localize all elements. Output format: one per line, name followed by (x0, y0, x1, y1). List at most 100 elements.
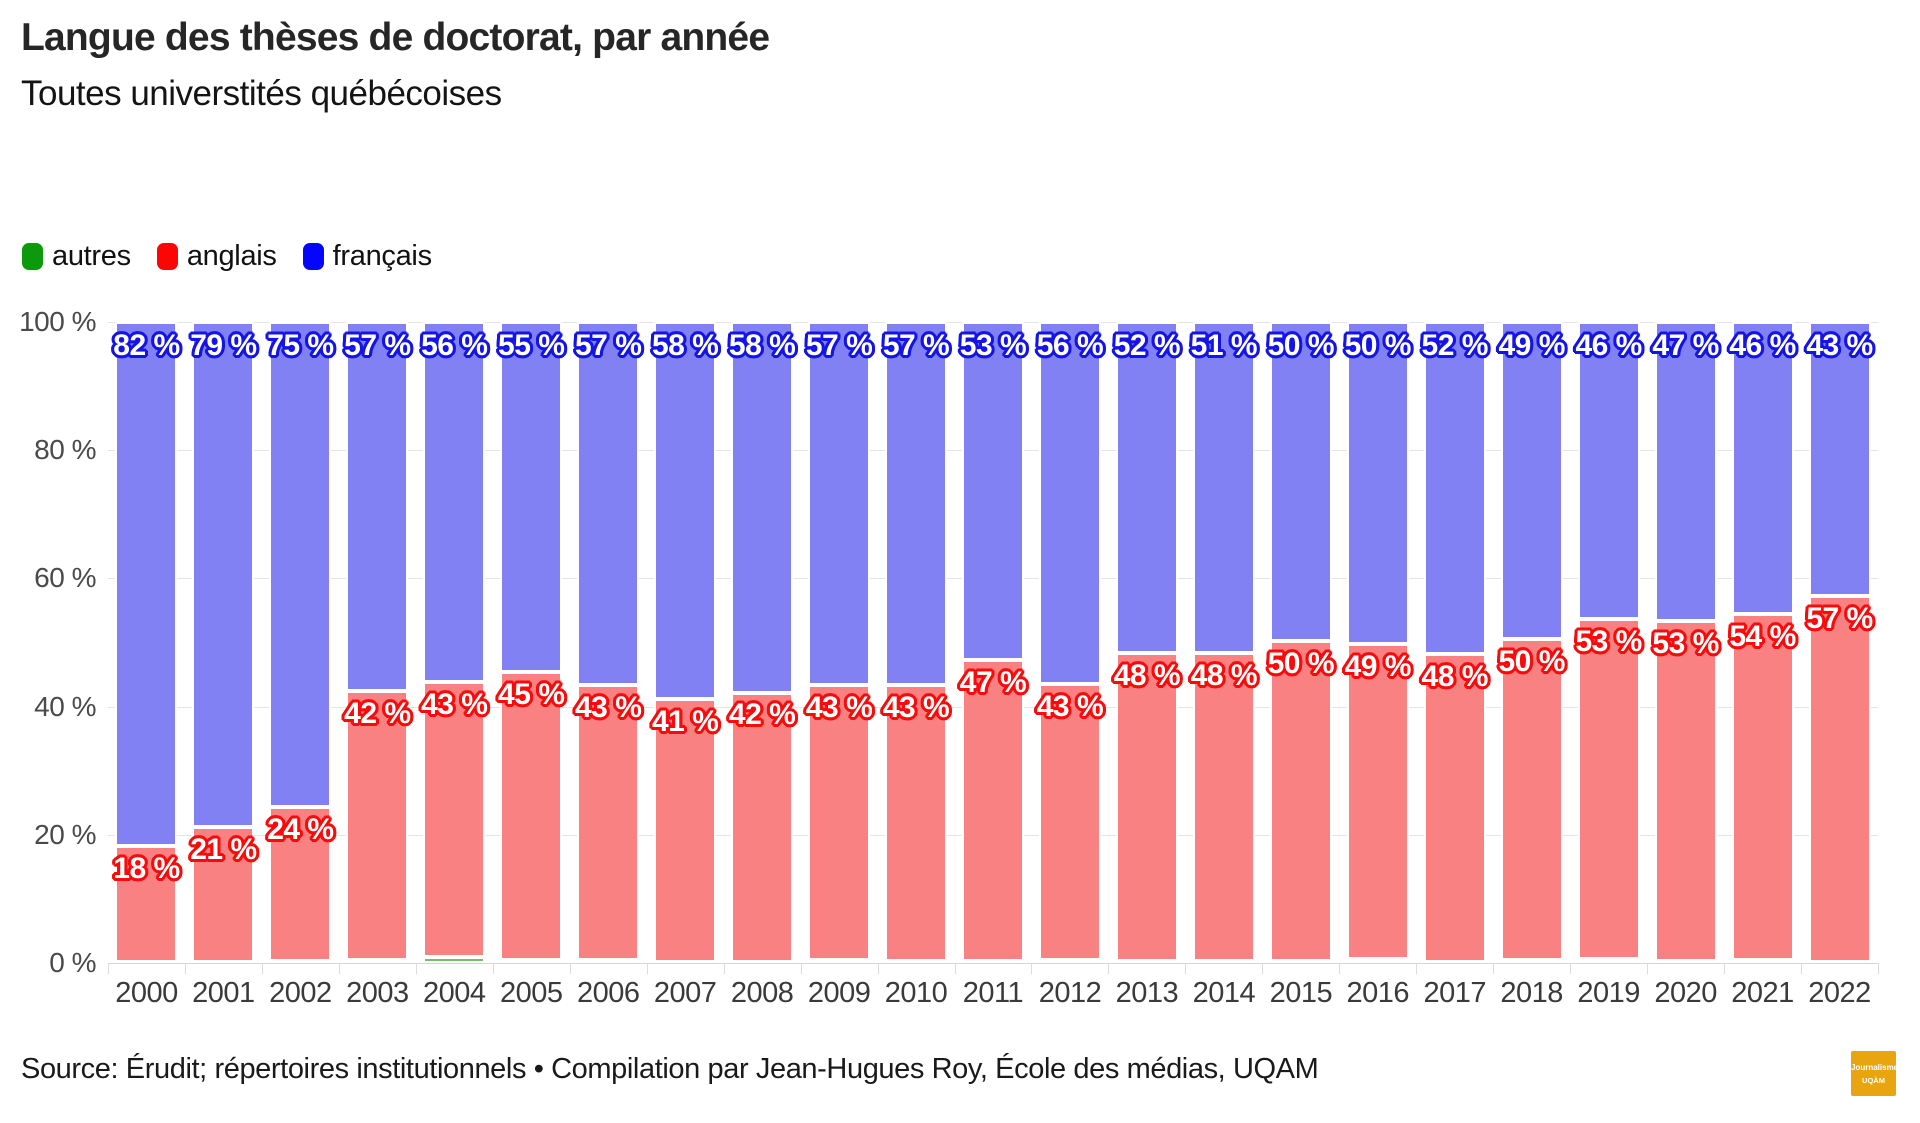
bar-label-francais: 75 % (267, 329, 334, 362)
bar-group-2008: 58 % 42 % (729, 322, 796, 963)
bar-label-anglais: 41 % (651, 704, 719, 738)
bar-segment-autres (423, 957, 486, 963)
y-axis-tick-label: 80 % (34, 434, 96, 466)
bar-label-anglais: 50 % (1267, 646, 1335, 680)
bar-segment-francais (731, 322, 794, 693)
bar-segment-anglais (500, 672, 563, 961)
bar-segment-francais (1500, 322, 1563, 640)
page-subtitle: Toutes universtités québécoises (21, 74, 502, 113)
bar-group-2009: 57 % 43 % (806, 322, 873, 963)
x-axis-tick (108, 963, 109, 974)
x-axis-year-label: 2022 (1808, 977, 1871, 1009)
bar-segment-francais (1808, 322, 1871, 597)
bar-label-francais: 56 % (421, 329, 488, 362)
bar-label-francais: 46 % (1729, 329, 1796, 362)
bar-label-francais: 57 % (805, 329, 873, 362)
bar-label-anglais: 49 % (1344, 650, 1412, 684)
x-axis-year-label: 2015 (1269, 977, 1333, 1009)
legend-item-anglais: anglais (156, 240, 277, 273)
bar-segment-autres (1038, 959, 1101, 963)
x-axis-year-label: 2012 (1038, 977, 1102, 1009)
bar-group-2022: 43 % 57 % (1806, 322, 1873, 963)
bar-segment-anglais (654, 698, 717, 962)
bar-segment-francais (1269, 322, 1332, 641)
bar-segment-anglais (1038, 684, 1101, 960)
bar-segment-anglais (1423, 654, 1486, 962)
x-axis-year-label: 2004 (423, 977, 486, 1009)
bar-segment-francais (1115, 322, 1178, 654)
x-axis-tick (184, 963, 186, 974)
bar-segment-anglais (1808, 596, 1871, 962)
bar-segment-anglais (577, 684, 640, 961)
x-axis-year-label: 2001 (192, 977, 255, 1009)
x-axis-tick (954, 963, 956, 974)
bar-group-2013: 52 % 48 % (1114, 322, 1181, 963)
bar-segment-francais (346, 322, 409, 691)
x-axis-tick (1185, 963, 1187, 974)
x-axis-tick (1570, 963, 1572, 974)
bar-label-francais: 49 % (1498, 329, 1565, 362)
bar-segment-autres (1577, 959, 1640, 963)
bar-segment-anglais (192, 827, 255, 962)
bar-label-francais: 57 % (575, 329, 642, 362)
x-axis-tick (1339, 963, 1341, 974)
x-axis-year-label: 2016 (1346, 977, 1410, 1009)
bar-group-2017: 52 % 48 % (1422, 322, 1488, 963)
bar-label-anglais: 18 % (113, 852, 180, 886)
bar-group-2019: 46 % 53 % (1575, 322, 1642, 963)
x-axis-year-label: 2021 (1731, 977, 1794, 1009)
bar-label-francais: 52 % (1113, 329, 1181, 362)
bar-segment-francais (962, 322, 1024, 660)
bar-label-anglais: 54 % (1729, 619, 1796, 653)
bar-label-francais: 47 % (1652, 329, 1719, 362)
legend-item-label: autres (52, 240, 131, 272)
bar-segment-francais (1654, 322, 1717, 622)
bar-group-2007: 58 % 41 % (652, 322, 719, 963)
bar-label-anglais: 48 % (1190, 659, 1258, 693)
bar-group-2004: 56 % 43 % (421, 322, 488, 963)
y-axis-tick-label: 20 % (34, 818, 96, 850)
bar-label-francais: 56 % (1036, 329, 1104, 362)
logo-line1: Journalisme (1851, 1062, 1899, 1072)
bar-label-anglais: 43 % (421, 687, 488, 721)
bar-label-francais: 57 % (882, 329, 950, 362)
x-axis-tick (1647, 963, 1649, 974)
bar-label-anglais: 21 % (190, 833, 257, 867)
x-axis-year-label: 2009 (807, 977, 871, 1009)
x-axis-tick (723, 963, 725, 974)
bar-label-anglais: 42 % (728, 698, 796, 732)
x-axis-tick (1493, 963, 1495, 974)
bar-label-francais: 58 % (728, 329, 796, 362)
bar-label-francais: 82 % (113, 329, 180, 362)
bar-label-francais: 51 % (1190, 329, 1258, 362)
bar-segment-francais (808, 322, 871, 685)
bar-label-anglais: 43 % (1036, 690, 1104, 724)
bar-label-anglais: 43 % (882, 691, 950, 725)
bar-segment-anglais (1115, 653, 1178, 962)
x-axis-tick (1262, 963, 1264, 974)
bar-group-2010: 57 % 43 % (883, 322, 950, 963)
bar-label-anglais: 57 % (1806, 602, 1873, 636)
bar-label-francais: 58 % (651, 329, 719, 362)
bar-segment-anglais (885, 685, 948, 962)
legend: autres anglais français (22, 240, 432, 273)
x-axis-tick (569, 963, 571, 974)
bar-group-2018: 49 % 50 % (1498, 322, 1565, 963)
bar-label-anglais: 42 % (344, 696, 411, 730)
bar-group-2002: 75 % 24 % (267, 322, 334, 963)
bar-label-francais: 50 % (1344, 329, 1412, 362)
x-axis-tick (492, 963, 494, 974)
bar-segment-anglais (115, 846, 178, 962)
bar-segment-anglais (1500, 639, 1563, 960)
bar-segment-francais (1731, 322, 1794, 614)
x-axis-year-label: 2020 (1654, 977, 1717, 1009)
bar-segment-francais (1346, 322, 1409, 645)
x-axis-year-label: 2017 (1423, 977, 1486, 1009)
bar-label-francais: 57 % (344, 329, 411, 362)
bar-label-anglais: 53 % (1652, 627, 1719, 661)
bar-group-2000: 82 % 18 % (113, 322, 180, 963)
bar-label-anglais: 48 % (1421, 660, 1489, 694)
bar-group-2001: 79 % 21 % (190, 322, 257, 963)
bar-label-anglais: 50 % (1498, 645, 1565, 679)
x-axis-tick (1878, 963, 1879, 974)
